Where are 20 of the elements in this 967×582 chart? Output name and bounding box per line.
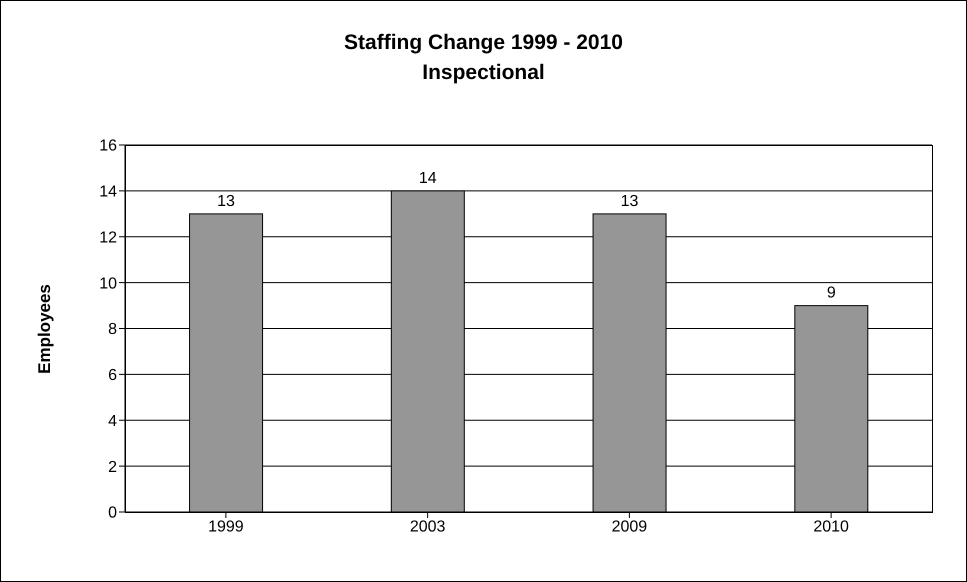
- y-tick-label: 8: [108, 321, 118, 338]
- y-tick-label: 12: [99, 229, 118, 246]
- y-tick-label: 4: [108, 412, 118, 430]
- x-tick-label: 2003: [410, 518, 446, 536]
- x-tick-label: 2009: [612, 518, 648, 536]
- y-tick-label: 2: [108, 458, 118, 476]
- data-label: 13: [620, 192, 639, 210]
- x-tick-label: 2010: [813, 518, 850, 536]
- y-axis-title: Employees: [35, 284, 55, 374]
- y-tick-label: 10: [99, 275, 118, 292]
- y-tick-label: 0: [108, 504, 118, 522]
- y-tick-label: 6: [108, 367, 118, 384]
- data-label: 9: [826, 284, 836, 302]
- data-label: 13: [217, 192, 236, 210]
- y-tick-label: 16: [99, 138, 118, 155]
- y-tick-label: 14: [99, 184, 118, 201]
- chart-title: Staffing Change 1999 - 2010: [343, 30, 624, 56]
- data-label: 14: [418, 170, 437, 187]
- chart-subtitle: Inspectional: [421, 60, 546, 86]
- x-tick-label: 1999: [208, 518, 244, 536]
